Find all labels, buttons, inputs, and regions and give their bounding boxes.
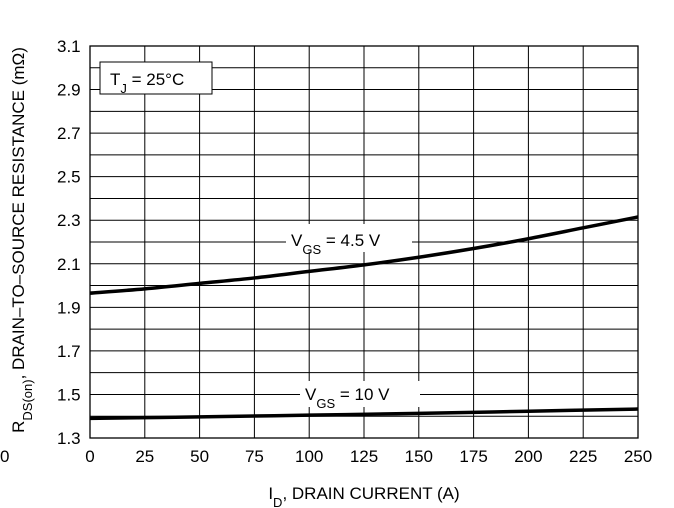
x-tick-label: 25	[135, 447, 154, 466]
x-axis-label: ID, DRAIN CURRENT (A)	[268, 484, 459, 508]
series-label-vgs-4p5v: VGS = 4.5 V	[291, 231, 381, 257]
y-tick-label: 2.9	[57, 81, 81, 100]
series-label-bg	[286, 224, 412, 252]
x-tick-label: 75	[245, 447, 264, 466]
extra-tick-label: 0	[0, 447, 9, 466]
x-tick-label: 225	[569, 447, 597, 466]
y-tick-label: 1.9	[57, 298, 81, 317]
y-tick-label: 1.7	[57, 342, 81, 361]
y-tick-label: 3.1	[57, 37, 81, 56]
x-tick-label: 125	[350, 447, 378, 466]
series-line-vgs-4p5v	[89, 215, 639, 295]
x-tick-label: 250	[624, 447, 652, 466]
x-tick-label: 100	[295, 447, 323, 466]
x-tick-label: 175	[459, 447, 487, 466]
y-tick-labels: 1.3 1.5 1.7 1.9 2.1 2.3 2.5 2.7 2.9 3.1	[57, 37, 81, 448]
y-tick-label: 1.5	[57, 385, 81, 404]
annotation-tj: TJ = 25°C	[110, 70, 184, 96]
data-curves	[89, 215, 639, 421]
series-label-bg	[300, 381, 420, 407]
x-tick-label: 0	[85, 447, 94, 466]
x-tick-labels: 0 25 50 75 100 125 150 175 200 225 250	[85, 447, 652, 466]
x-tick-label: 200	[514, 447, 542, 466]
plot-frame	[89, 45, 639, 439]
x-tick-label: 50	[190, 447, 209, 466]
series-line-vgs-10v	[89, 407, 639, 421]
series-label-vgs-10v: VGS = 10 V	[305, 385, 390, 411]
y-tick-label: 2.3	[57, 211, 81, 230]
chart-labels: VGS = 4.5 V VGS = 10 V TJ = 25°C ID, DRAIN …	[0, 47, 460, 508]
y-axis-label: RDS(on), DRAIN–TO–SOURCE RESISTANCE (mΩ)	[9, 47, 35, 433]
y-tick-label: 2.7	[57, 124, 81, 143]
annotation-box	[99, 61, 213, 95]
y-tick-label: 2.1	[57, 255, 81, 274]
y-tick-label: 1.3	[57, 429, 81, 448]
y-tick-label: 2.5	[57, 168, 81, 187]
x-tick-label: 150	[405, 447, 433, 466]
